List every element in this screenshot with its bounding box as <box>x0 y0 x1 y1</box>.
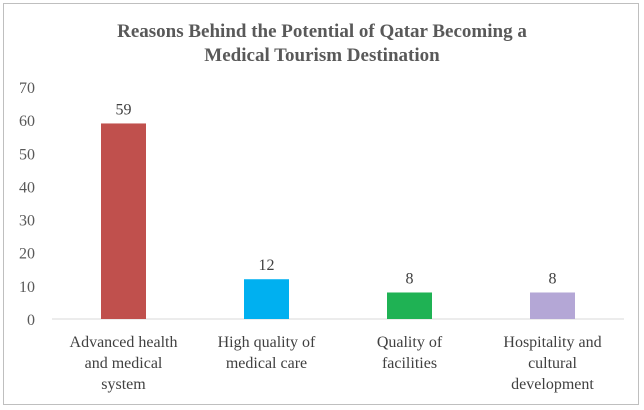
y-tick-label: 40 <box>19 179 35 196</box>
bar-layer <box>101 123 575 319</box>
data-label: 59 <box>116 101 132 118</box>
y-tick-label: 70 <box>19 80 35 97</box>
category-label: cultural <box>528 355 577 372</box>
category-label: Quality of <box>377 334 443 351</box>
bar <box>101 123 146 319</box>
y-tick-label: 60 <box>19 113 35 130</box>
category-label: and medical <box>85 355 163 372</box>
data-label: 8 <box>549 270 557 287</box>
bar <box>387 292 432 319</box>
y-tick-label: 0 <box>27 312 35 329</box>
category-label: facilities <box>382 355 437 372</box>
chart-title-line-1: Reasons Behind the Potential of Qatar Be… <box>117 21 527 42</box>
category-label: Hospitality and <box>503 334 601 351</box>
data-label: 12 <box>259 257 275 274</box>
category-label: Advanced health <box>70 334 178 351</box>
category-label: High quality of <box>218 334 316 351</box>
category-label: medical care <box>226 355 307 372</box>
axis-layer: 0 10 20 30 40 50 60 70 <box>19 80 624 329</box>
label-layer: 59 Advanced health and medical system 12 High… <box>70 101 602 393</box>
bar <box>244 279 289 319</box>
data-label: 8 <box>406 270 414 287</box>
category-label: development <box>511 376 594 393</box>
bar <box>530 292 575 319</box>
y-tick-label: 20 <box>19 246 35 263</box>
y-tick-label: 50 <box>19 146 35 163</box>
y-tick-label: 30 <box>19 213 35 230</box>
y-tick-label: 10 <box>19 279 35 296</box>
chart-title-line-2: Medical Tourism Destination <box>204 45 440 66</box>
category-label: system <box>101 376 146 393</box>
